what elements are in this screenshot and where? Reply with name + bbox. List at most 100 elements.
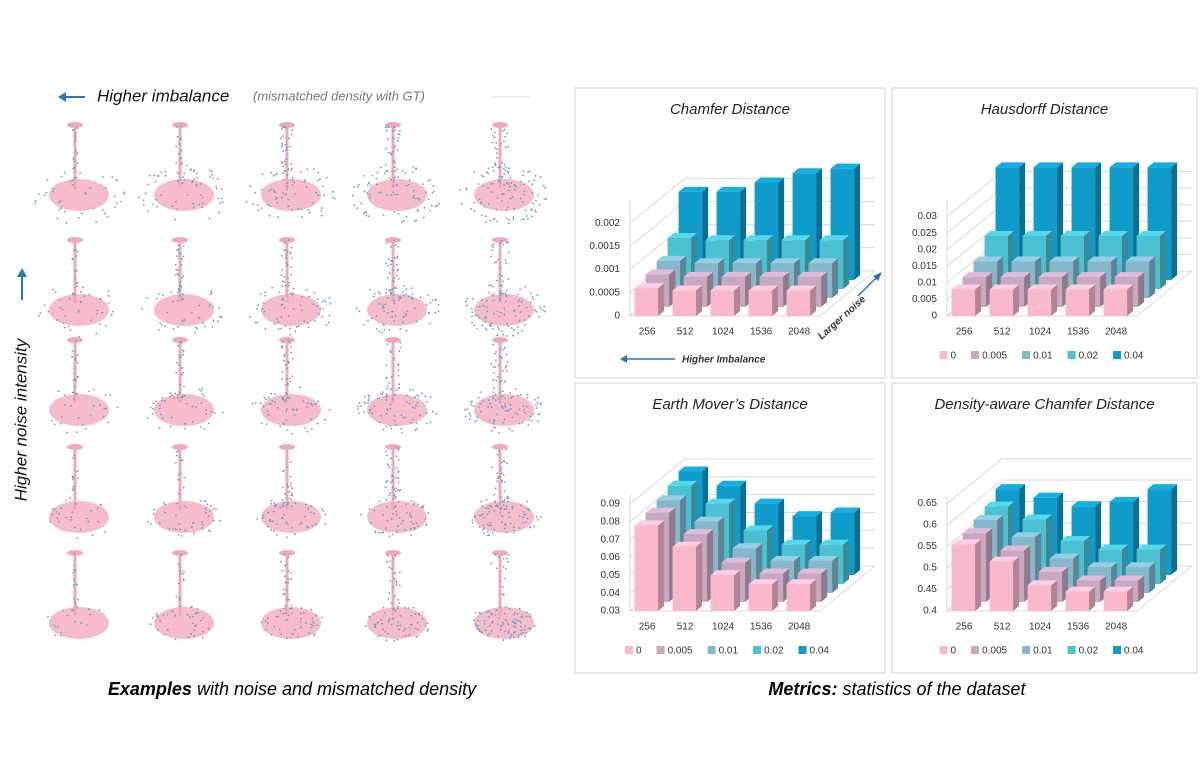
x-tick-label: 256 xyxy=(639,327,656,338)
cloud-point xyxy=(385,147,388,150)
cloud-point xyxy=(526,397,529,399)
cloud-point xyxy=(285,253,288,256)
cloud-point xyxy=(309,511,312,514)
bar xyxy=(786,579,817,611)
cloud-point xyxy=(397,387,400,389)
cloud-point xyxy=(528,419,531,421)
cloud-point xyxy=(490,406,493,409)
cloud-point xyxy=(53,423,56,426)
cloud-point xyxy=(208,169,211,172)
cloud-point xyxy=(290,494,293,497)
cloud-point xyxy=(370,521,372,524)
cloud-point xyxy=(284,581,287,584)
cloud-point xyxy=(487,610,490,613)
cloud-point xyxy=(73,134,76,136)
cloud-point xyxy=(381,391,384,394)
cloud-point xyxy=(404,314,407,317)
cloud-point xyxy=(369,196,371,199)
cloud-point xyxy=(215,508,217,510)
cloud-point xyxy=(497,635,499,637)
bar-top xyxy=(710,285,741,291)
cloud-point xyxy=(389,424,391,427)
cloud-point xyxy=(385,505,388,508)
cloud-point xyxy=(221,197,223,200)
noise-arrow-head xyxy=(17,268,27,277)
cloud-point xyxy=(537,194,539,197)
cloud-point xyxy=(72,379,75,382)
cloud-point xyxy=(387,257,390,260)
cloud-point xyxy=(379,292,381,295)
bar-side xyxy=(734,285,741,316)
cloud-point xyxy=(495,505,497,508)
point-cloud xyxy=(147,444,222,537)
cloud-point xyxy=(507,325,510,327)
cloud-point xyxy=(416,503,419,506)
cloud-base xyxy=(154,294,214,326)
cloud-point xyxy=(181,572,184,575)
cloud-point xyxy=(435,412,438,415)
right-caption: Metrics: statistics of the dataset xyxy=(768,679,1026,699)
cloud-point xyxy=(397,500,400,503)
cloud-point xyxy=(491,621,493,624)
cloud-point xyxy=(474,314,477,317)
cloud-point xyxy=(495,379,498,382)
cloud-point xyxy=(357,405,359,408)
bar-top xyxy=(808,258,839,264)
point-cloud xyxy=(138,122,224,221)
cloud-point xyxy=(299,523,302,526)
cloud-point xyxy=(496,310,499,313)
bar-top xyxy=(634,283,665,289)
cloud-point xyxy=(68,298,71,300)
cloud-point xyxy=(398,383,401,386)
cloud-point xyxy=(465,298,468,300)
cloud-point xyxy=(191,622,194,625)
cloud-point xyxy=(523,319,526,321)
cloud-point xyxy=(275,615,277,618)
cloud-point xyxy=(53,624,56,627)
cloud-point xyxy=(190,606,193,608)
cloud-point xyxy=(412,171,414,174)
cloud-point xyxy=(284,364,287,366)
cloud-point xyxy=(393,300,396,302)
cloud-point xyxy=(499,470,502,472)
cloud-point xyxy=(508,427,511,430)
chart: Hausdorff Distance00.0050.010.0150.020.0… xyxy=(891,87,1198,379)
cloud-point xyxy=(492,246,494,248)
cloud-point xyxy=(322,510,324,512)
cloud-point xyxy=(504,380,506,383)
cloud-top xyxy=(385,550,401,556)
cloud-point xyxy=(183,179,186,181)
cloud-point xyxy=(307,507,310,510)
cloud-point xyxy=(503,346,506,349)
cloud-point xyxy=(79,291,82,293)
cloud-base xyxy=(154,607,214,639)
cloud-point xyxy=(191,615,194,618)
cloud-point xyxy=(482,185,485,187)
cloud-point xyxy=(92,404,95,407)
cloud-point xyxy=(181,293,184,296)
cloud-point xyxy=(415,404,417,407)
cloud-point xyxy=(525,615,528,618)
cloud-point xyxy=(397,621,400,624)
cloud-point xyxy=(283,593,286,596)
cloud-point xyxy=(378,500,381,503)
cloud-point xyxy=(55,511,58,513)
cloud-point xyxy=(283,575,286,577)
bar-side xyxy=(1149,562,1156,593)
cloud-point xyxy=(393,239,395,242)
cloud-point xyxy=(176,249,178,252)
cloud-point xyxy=(413,407,416,409)
cloud-point xyxy=(279,610,282,612)
cloud-point xyxy=(96,507,99,510)
y-tick-label: 0.6 xyxy=(923,520,937,531)
cloud-point xyxy=(71,511,74,513)
cloud-point xyxy=(434,311,437,314)
cloud-point xyxy=(485,507,488,509)
cloud-point xyxy=(393,280,395,283)
cloud-point xyxy=(74,187,77,190)
bar-side xyxy=(1013,556,1020,611)
cloud-point xyxy=(184,529,187,531)
cloud-point xyxy=(277,615,280,618)
cloud-point xyxy=(300,304,302,307)
cloud-point xyxy=(389,560,391,563)
